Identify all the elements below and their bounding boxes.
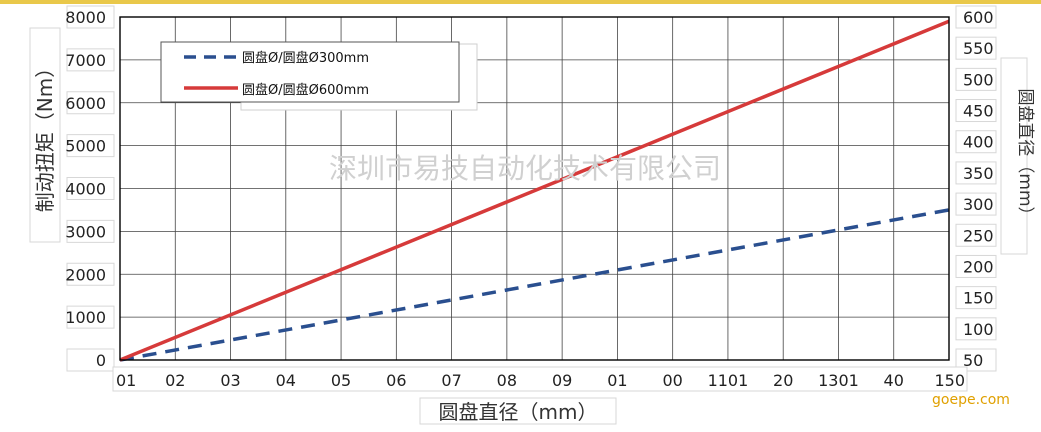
x-tick-label: 40 xyxy=(884,371,904,390)
y-right-tick-label: 200 xyxy=(963,257,994,276)
y-right-tick-label: 50 xyxy=(963,351,983,370)
x-tick-label: 07 xyxy=(441,371,461,390)
x-tick-label: 150 xyxy=(934,371,965,390)
y-tick-box xyxy=(66,5,115,29)
y-tick-label: 3000 xyxy=(65,222,106,241)
legend-label-600: 圆盘Ø/圆盘Ø600mm xyxy=(242,82,369,98)
top-border xyxy=(0,0,1041,4)
y-tick-box xyxy=(66,262,115,286)
y-right-tick-label: 500 xyxy=(963,70,994,89)
y-right-tick-label: 100 xyxy=(963,320,994,339)
y-right-tick-box xyxy=(955,99,997,123)
y-tick-box xyxy=(66,134,115,158)
x-tick-label: 1101 xyxy=(708,371,749,390)
x-axis: 01 02 03 04 05 06 07 08 09 01 00 1101 20 1301 40 150 xyxy=(112,366,968,392)
legend-label-300: 圆盘Ø/圆盘Ø300mm xyxy=(242,50,369,66)
y-tick-box xyxy=(66,219,115,243)
y-right-tick-box xyxy=(955,192,997,216)
series-line-600mm xyxy=(119,19,950,362)
y-tick-box xyxy=(66,48,115,72)
y-right-tick-box xyxy=(955,317,997,341)
y-right-tick-label: 150 xyxy=(963,289,994,308)
y-tick-box xyxy=(66,348,115,372)
y-right-tick-label: 300 xyxy=(963,195,994,214)
x-axis-title: 圆盘直径（mm） xyxy=(419,397,617,425)
y-tick-label: 7000 xyxy=(65,51,106,70)
y-tick-label: 8000 xyxy=(65,8,106,27)
y-tick-label: 2000 xyxy=(65,265,106,284)
y-right-tick-box xyxy=(955,67,997,91)
ylabel-left: 制动扭矩（Nm） xyxy=(33,58,57,212)
watermark: 深圳市易技自动化技术有限公司 xyxy=(329,152,721,185)
y-right-tick-box xyxy=(955,36,997,60)
y-right-tick-label: 450 xyxy=(963,102,994,121)
y-tick-box xyxy=(66,305,115,329)
grid xyxy=(120,17,949,360)
y-right-tick-box xyxy=(955,161,997,185)
x-tick-label: 01 xyxy=(116,371,136,390)
x-tick-label: 06 xyxy=(386,371,406,390)
y-right-tick-label: 350 xyxy=(963,164,994,183)
y-tick-label: 6000 xyxy=(65,94,106,113)
y-axis-title-left: 制动扭矩（Nm） xyxy=(29,27,61,243)
y-right-tick-box xyxy=(955,130,997,154)
y-right-tick-box xyxy=(955,5,997,29)
y-axis-right: 50 100 150 200 250 300 350 400 450 500 550 600 xyxy=(955,5,997,372)
y-right-tick-box xyxy=(955,223,997,247)
x-tick-label: 04 xyxy=(276,371,296,390)
y-tick-label: 0 xyxy=(96,351,106,370)
y-right-tick-box xyxy=(955,286,997,310)
y-right-tick-label: 400 xyxy=(963,133,994,152)
series-line-300mm xyxy=(119,208,950,362)
y-right-tick-box xyxy=(955,348,997,372)
x-tick-label: 09 xyxy=(552,371,572,390)
y-right-tick-label: 250 xyxy=(963,226,994,245)
xlabel: 圆盘直径（mm） xyxy=(439,400,598,424)
legend: 圆盘Ø/圆盘Ø300mm 圆盘Ø/圆盘Ø600mm xyxy=(160,41,478,111)
y-axis-left: 0 1000 2000 3000 4000 5000 6000 7000 8000 xyxy=(65,5,115,372)
plot-frame xyxy=(119,16,950,361)
y-axis-title-right: 圆盘直径（mm） xyxy=(1000,57,1035,255)
x-tick-label: 1301 xyxy=(818,371,859,390)
x-tick-label: 02 xyxy=(165,371,185,390)
y-tick-label: 5000 xyxy=(65,137,106,156)
y-tick-label: 1000 xyxy=(65,308,106,327)
x-tick-label: 00 xyxy=(662,371,682,390)
brand-mark: goepe.com xyxy=(932,392,1010,408)
x-tick-label: 08 xyxy=(497,371,517,390)
x-tick-label: 05 xyxy=(331,371,351,390)
y-tick-box xyxy=(66,177,115,200)
x-tick-strip xyxy=(112,366,968,392)
x-tick-label: 03 xyxy=(220,371,240,390)
x-tick-label: 20 xyxy=(773,371,793,390)
series-lines xyxy=(119,19,950,362)
y-tick-box xyxy=(66,91,115,115)
y-tick-label: 4000 xyxy=(65,180,106,199)
x-tick-label: 01 xyxy=(607,371,627,390)
ylabel-right: 圆盘直径（mm） xyxy=(1015,88,1035,223)
y-right-tick-label: 550 xyxy=(963,39,994,58)
y-right-tick-label: 600 xyxy=(963,8,994,27)
y-right-tick-box xyxy=(955,254,997,278)
